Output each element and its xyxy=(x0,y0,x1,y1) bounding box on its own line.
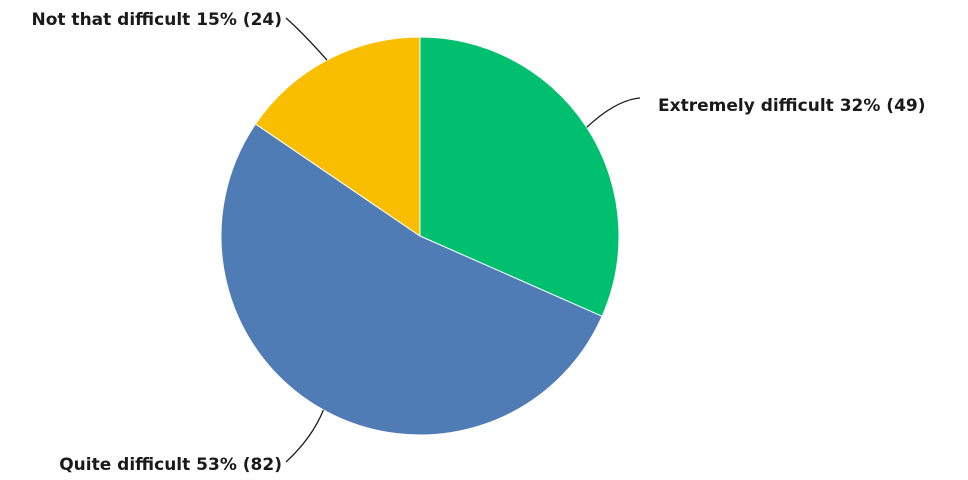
leader-lines xyxy=(285,17,641,463)
pie-slice-quite-difficult xyxy=(220,123,603,436)
pie-slices xyxy=(220,36,620,436)
slice-label-not-that-difficult: Not that difficult 15% (24) xyxy=(31,10,282,30)
pie-slice-not-that-difficult xyxy=(254,36,421,237)
leader-line-extremely-difficult xyxy=(586,97,641,128)
slice-label-quite-difficult: Quite difficult 53% (82) xyxy=(59,455,282,475)
slice-label-extremely-difficult: Extremely difficult 32% (49) xyxy=(658,96,926,116)
leader-line-not-that-difficult xyxy=(285,17,328,61)
slice-labels: Extremely difficult 32% (49) Quite diffic… xyxy=(31,10,925,475)
leader-line-quite-difficult xyxy=(285,409,325,463)
